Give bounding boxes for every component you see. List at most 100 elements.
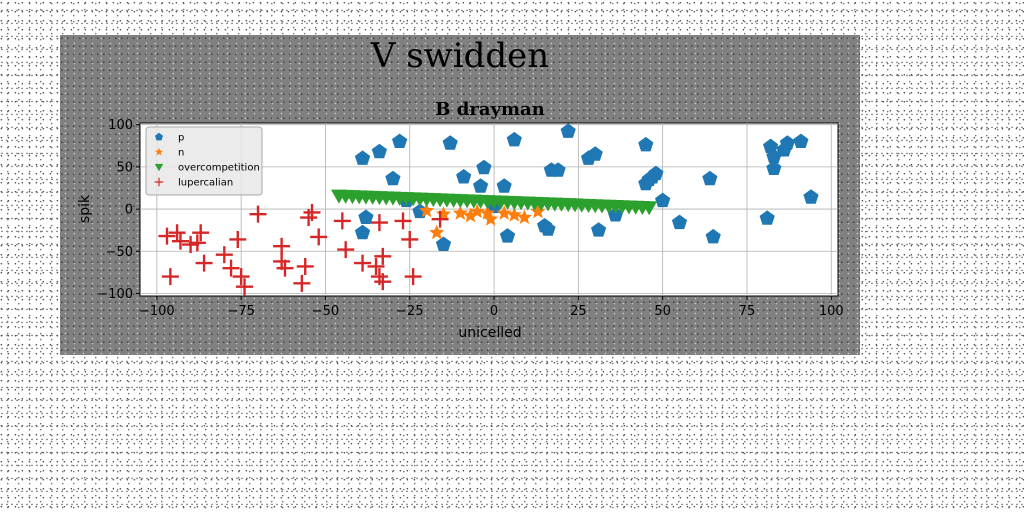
data-point: [222, 259, 240, 277]
data-point: [473, 178, 489, 193]
data-point: [452, 205, 468, 220]
data-point: [462, 207, 479, 223]
data-point: [530, 203, 546, 219]
data-point: [476, 159, 492, 175]
data-point: [429, 224, 445, 240]
series-layer: [158, 123, 819, 296]
data-point: [759, 210, 775, 225]
data-point: [354, 224, 371, 240]
x-tick-label: 100: [819, 304, 844, 319]
data-point: [394, 212, 412, 230]
data-point: [374, 247, 392, 265]
data-point: [506, 131, 522, 147]
data-point: [195, 254, 213, 272]
data-point: [766, 160, 782, 175]
y-axis-label: spik: [77, 194, 93, 223]
data-point: [392, 133, 408, 148]
data-point: [671, 214, 688, 230]
data-point: [293, 274, 311, 292]
data-point: [354, 254, 372, 272]
data-point: [354, 150, 371, 165]
x-tick-label: 25: [570, 304, 587, 319]
data-point: [506, 207, 522, 222]
legend-label: p: [178, 133, 184, 144]
y-tick-label: 100: [108, 118, 133, 133]
data-point: [371, 143, 387, 159]
data-point: [496, 205, 512, 220]
data-point: [249, 205, 267, 223]
y-tick-label: −100: [97, 287, 133, 302]
y-tick-label: −50: [106, 245, 133, 260]
legend-box: [145, 126, 263, 196]
legend-label: lupercalian: [178, 178, 233, 189]
y-tick-label: 0: [125, 203, 133, 218]
data-point: [358, 209, 374, 224]
x-tick-label: 0: [490, 304, 498, 319]
data-point: [705, 228, 721, 244]
data-point: [171, 232, 189, 250]
data-point: [793, 133, 809, 148]
data-point: [560, 123, 576, 138]
chart-svg: V swidden B drayman −100 −75 −50 −25 0 25 50 75…: [77, 36, 844, 341]
data-point: [276, 259, 294, 277]
data-point: [404, 268, 422, 286]
x-tick-label: 50: [654, 304, 671, 319]
data-point: [215, 246, 233, 264]
data-point: [431, 210, 449, 228]
data-point: [456, 169, 472, 184]
axis-ticks: −100 −75 −50 −25 0 25 50 75 100 −100 −50 0 50 100: [97, 118, 843, 319]
data-point: [273, 237, 291, 255]
data-point: [188, 234, 206, 252]
data-point: [337, 241, 355, 259]
data-point: [607, 207, 624, 222]
data-point: [483, 211, 499, 226]
x-axis-label: unicelled: [458, 325, 521, 341]
data-point: [236, 278, 254, 296]
data-point: [303, 203, 321, 221]
data-point: [779, 135, 795, 150]
data-point: [516, 209, 532, 224]
data-point: [648, 165, 664, 181]
data-point: [540, 221, 556, 236]
data-point: [550, 162, 566, 177]
legend: pn overcompetition lupercalian: [145, 126, 263, 196]
data-point: [333, 212, 351, 230]
x-tick-label: −25: [396, 304, 423, 319]
x-tick-label: 75: [739, 304, 756, 319]
chart-title: B drayman: [435, 99, 544, 120]
legend-label: n: [178, 148, 184, 159]
data-point: [641, 201, 658, 216]
data-point: [370, 214, 388, 232]
data-point: [374, 273, 392, 291]
data-point: [158, 227, 176, 245]
figure-canvas: V swidden B drayman −100 −75 −50 −25 0 25 50 75…: [60, 35, 860, 355]
data-point: [496, 178, 512, 193]
figure-suptitle: V swidden: [370, 36, 549, 76]
x-tick-label: −50: [312, 304, 339, 319]
data-point: [310, 228, 328, 246]
data-point: [766, 148, 782, 164]
series-lupercalian: [158, 203, 449, 296]
data-point: [655, 192, 671, 208]
data-point: [401, 230, 419, 248]
data-point: [803, 189, 819, 204]
data-point: [499, 228, 516, 243]
legend-marker: [154, 163, 164, 172]
data-point: [442, 135, 458, 150]
data-point: [367, 257, 385, 275]
data-point: [385, 170, 401, 186]
data-point: [591, 222, 607, 237]
x-tick-label: −75: [227, 304, 254, 319]
data-point: [232, 268, 250, 286]
series-p: [354, 123, 819, 251]
data-point: [638, 136, 654, 152]
legend-marker: [155, 132, 163, 141]
data-point: [168, 224, 186, 242]
series-n: [419, 202, 546, 240]
data-point: [587, 146, 603, 161]
data-point: [419, 202, 435, 218]
data-point: [702, 170, 718, 186]
legend-marker: [154, 177, 164, 187]
series-overcompetition: [330, 189, 658, 216]
y-tick-label: 50: [116, 160, 133, 175]
